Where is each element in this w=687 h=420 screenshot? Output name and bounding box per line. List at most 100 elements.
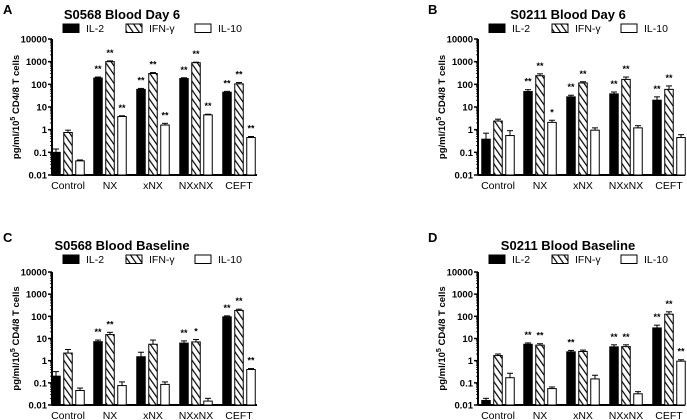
x-tick-label: NX [103,180,118,192]
bar-il2-nxxnx [179,342,189,406]
y-tick-label: 0.01 [455,401,474,412]
bar-ifn-ceft [664,88,674,176]
y-axis-label-rest: CD4/8 T cells [437,286,448,348]
y-axis-label-rest: CD4/8 T cells [11,286,22,348]
significance-marker: ** [536,331,544,341]
legend-label: IFN-γ [575,254,601,266]
y-tick-label: 0.1 [460,148,474,159]
bar-il2-nx [523,91,533,176]
x-tick-label: NXxNX [179,410,213,420]
bar-il10-ceft [676,360,686,406]
y-tick-label: 1 [42,125,48,136]
bar-il2-ceft [652,327,662,406]
y-tick-label: 10 [462,103,473,114]
x-tick-label: xNX [573,410,593,420]
significance-marker: ** [677,347,685,357]
significance-marker: ** [610,332,618,342]
significance-marker: ** [567,82,575,92]
bar-ifn-control [493,355,503,406]
panel-letter: B [428,2,437,17]
significance-marker: ** [161,110,169,120]
bar-il2-ceft [652,99,662,176]
y-tick-label: 100 [31,80,47,91]
bar-ifn-xnx [148,343,158,406]
significance-marker: ** [665,73,673,83]
y-tick-label: 1000 [452,57,473,68]
x-tick-label: xNX [143,410,163,420]
y-axis-label-sup: 5 [10,117,17,121]
bar-ifn-control [493,120,503,176]
bar-il10-nx [547,388,557,406]
bar-il2-nxxnx [179,78,189,176]
bar-il10-nx [117,116,127,176]
legend-label: IL-10 [218,23,242,35]
significance-marker: ** [192,49,200,59]
y-axis-label: pg/ml/105 CD4/8 T cells [10,55,22,159]
significance-marker: ** [106,319,114,329]
chart-title: S0568 Blood Day 6 [64,7,180,22]
x-tick-label: NX [103,410,118,420]
bar-il10-ceft [246,137,256,176]
y-axis-label: pg/ml/105 CD4/8 T cells [436,55,448,159]
bar-il2-ceft [222,91,232,176]
x-tick-label: CEFT [225,410,253,420]
y-axis-label-base: pg/ml/10 [437,121,448,160]
significance-marker: ** [653,312,661,322]
bar-il2-nx [523,343,533,406]
bar-ifn-nxxnx [621,78,631,176]
bar-il2-control [481,138,491,176]
significance-marker: ** [235,296,243,306]
significance-marker: ** [524,330,532,340]
significance-marker: ** [536,61,544,71]
bar-il2-xnx [136,356,146,406]
bar-ifn-nx [105,334,115,406]
bar-il2-control [51,151,61,176]
bar-ifn-nxxnx [191,341,201,406]
y-tick-label: 100 [457,312,473,323]
chart-title: S0211 Blood Day 6 [510,7,626,22]
bar-il10-nxxnx [203,114,213,176]
y-tick-label: 10000 [21,35,47,46]
significance-marker: ** [610,79,618,89]
y-axis-label-sup: 5 [10,348,17,352]
bar-il2-nx [93,77,103,176]
legend-label: IL-2 [86,23,104,35]
legend-label: IL-10 [644,23,668,35]
significance-marker: ** [622,64,630,74]
legend-label: IFN-γ [149,254,175,266]
significance-marker: ** [94,64,102,74]
bar-il10-xnx [590,129,600,176]
y-axis-label-sup: 5 [436,117,443,121]
panel-letter: D [428,230,437,245]
bar-il10-xnx [590,378,600,406]
significance-marker: ** [149,60,157,70]
panel-b: B S0211 Blood Day 6IL-2 IFN-γ IL-10 pg/ml/10… [428,2,686,192]
bar-ifn-nx [535,344,545,406]
bar-ifn-nx [105,61,115,176]
significance-marker: ** [94,327,102,337]
legend-label: IL-2 [512,23,530,35]
legend-swatch-il2 [488,23,506,33]
y-tick-label: 1000 [452,290,473,301]
legend-swatch-ifn [125,254,143,264]
legend-swatch-il2 [62,254,80,264]
bar-ifn-control [63,131,73,176]
x-tick-label: CEFT [225,180,253,192]
bar-il10-xnx [160,124,170,176]
x-tick-label: Control [481,180,515,192]
x-tick-label: CEFT [655,180,683,192]
y-tick-label: 10 [462,334,473,345]
legend-label: IL-2 [86,254,104,266]
bar-il10-control [505,135,515,176]
panel-a: A S0568 Blood Day 6IL-2 IFN-γ IL-10 pg/ml/10… [3,2,257,192]
x-tick-label: Control [51,410,85,420]
bar-ifn-control [63,352,73,406]
significance-marker: ** [180,328,188,338]
bar-il2-nxxnx [609,93,619,176]
y-tick-label: 1 [468,125,474,136]
y-tick-label: 0.1 [460,378,474,389]
legend-label: IFN-γ [575,23,601,35]
